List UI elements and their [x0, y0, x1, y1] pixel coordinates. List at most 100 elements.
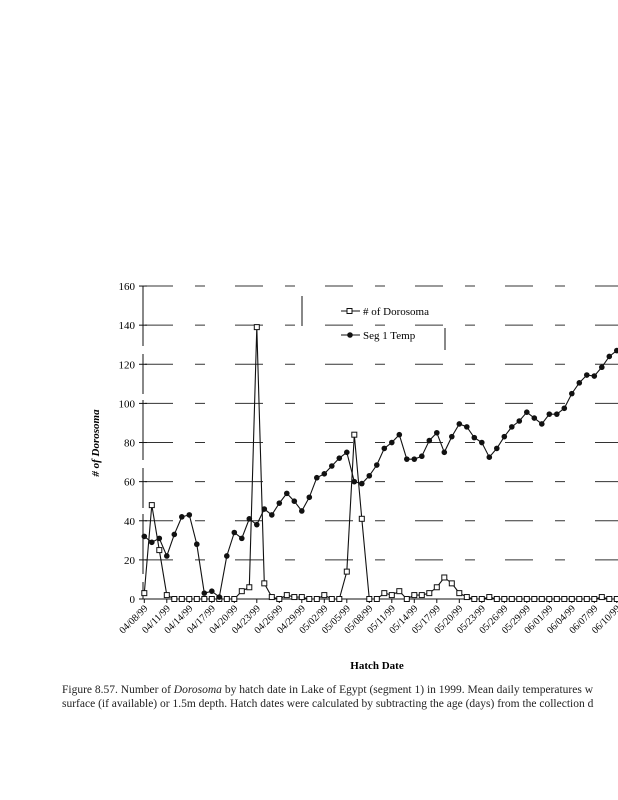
data-point [591, 596, 598, 602]
data-point [486, 454, 493, 460]
data-point [463, 594, 470, 601]
data-point [164, 553, 170, 559]
data-point [523, 596, 530, 602]
data-point [381, 590, 388, 597]
caption-line1-prefix: Figure 8.57. Number of [62, 684, 174, 696]
data-point [614, 347, 618, 354]
data-point [358, 515, 365, 522]
data-point [441, 449, 448, 456]
data-point [524, 409, 530, 416]
y-tick-label: 20 [124, 555, 136, 567]
caption-line1-suffix: by hatch date in Lake of Egypt (segment … [221, 684, 594, 696]
data-point [576, 380, 583, 386]
data-point [419, 453, 425, 460]
data-point [201, 590, 208, 596]
data-point [493, 596, 500, 602]
data-point [494, 445, 500, 452]
data-point [253, 324, 260, 331]
legend-label: # of Dorosoma [363, 306, 429, 318]
data-point [449, 433, 455, 440]
y-tick-label: 100 [119, 398, 136, 410]
data-point [328, 596, 335, 602]
y-tick-label: 120 [119, 359, 136, 371]
data-point [598, 594, 605, 601]
data-point [411, 592, 418, 599]
data-point [178, 596, 185, 602]
legend-label: Seg 1 Temp [363, 330, 416, 342]
data-point [471, 596, 478, 602]
data-point [366, 596, 373, 602]
data-point [171, 596, 178, 602]
data-point [554, 411, 560, 417]
data-point [321, 471, 328, 477]
data-point [171, 531, 178, 538]
data-point [434, 429, 440, 436]
data-point [261, 506, 268, 512]
data-point [486, 594, 493, 601]
data-point [156, 535, 163, 542]
data-point [148, 502, 155, 509]
data-point [194, 541, 200, 548]
y-axis-title: # of Dorosoma [90, 409, 102, 478]
data-point [343, 568, 350, 575]
data-point [478, 596, 485, 602]
data-point [448, 580, 455, 587]
y-tick-label: 0 [130, 594, 136, 606]
data-point [396, 588, 403, 595]
data-point [599, 364, 605, 371]
data-point [299, 508, 305, 514]
data-point [186, 512, 193, 518]
data-point [344, 449, 350, 456]
data-point [456, 590, 463, 597]
data-point [546, 596, 553, 602]
data-point [246, 584, 253, 591]
data-point [246, 516, 253, 522]
series-line [143, 350, 618, 599]
data-point [539, 421, 545, 427]
data-point [433, 584, 440, 591]
data-point [298, 594, 305, 601]
data-point [538, 596, 545, 602]
data-point [351, 431, 358, 438]
data-point [501, 433, 508, 440]
data-point [224, 553, 230, 559]
data-point [141, 533, 148, 540]
data-point [223, 596, 230, 602]
y-tick-label: 160 [119, 281, 136, 293]
x-axis-title: Hatch Date [350, 660, 404, 672]
data-point [561, 405, 568, 412]
data-point [231, 596, 238, 602]
series-line [143, 327, 617, 600]
data-point [613, 596, 618, 602]
data-point [231, 529, 238, 536]
data-point [253, 521, 260, 528]
data-point [359, 480, 365, 487]
data-point [261, 580, 268, 587]
data-point [606, 353, 613, 360]
data-point [464, 424, 470, 430]
data-point [201, 596, 208, 602]
data-point [291, 498, 298, 505]
data-point [516, 596, 523, 602]
data-point [276, 500, 283, 506]
data-point [306, 596, 313, 602]
data-point [268, 594, 275, 601]
data-point [418, 592, 425, 599]
y-tick-label: 40 [124, 516, 136, 528]
data-point [284, 490, 290, 497]
data-point [569, 390, 575, 397]
data-point [366, 472, 373, 479]
data-point [531, 415, 538, 421]
data-point [606, 596, 613, 602]
caption-species: Dorosoma [173, 684, 222, 696]
data-point [568, 596, 575, 602]
data-point [208, 596, 215, 602]
data-point [456, 421, 463, 427]
legend-marker-circle [347, 332, 353, 338]
data-point [516, 418, 523, 424]
data-point [381, 445, 388, 452]
data-point [479, 439, 485, 446]
data-point [186, 596, 193, 602]
data-point [561, 596, 568, 602]
data-point [336, 455, 343, 461]
